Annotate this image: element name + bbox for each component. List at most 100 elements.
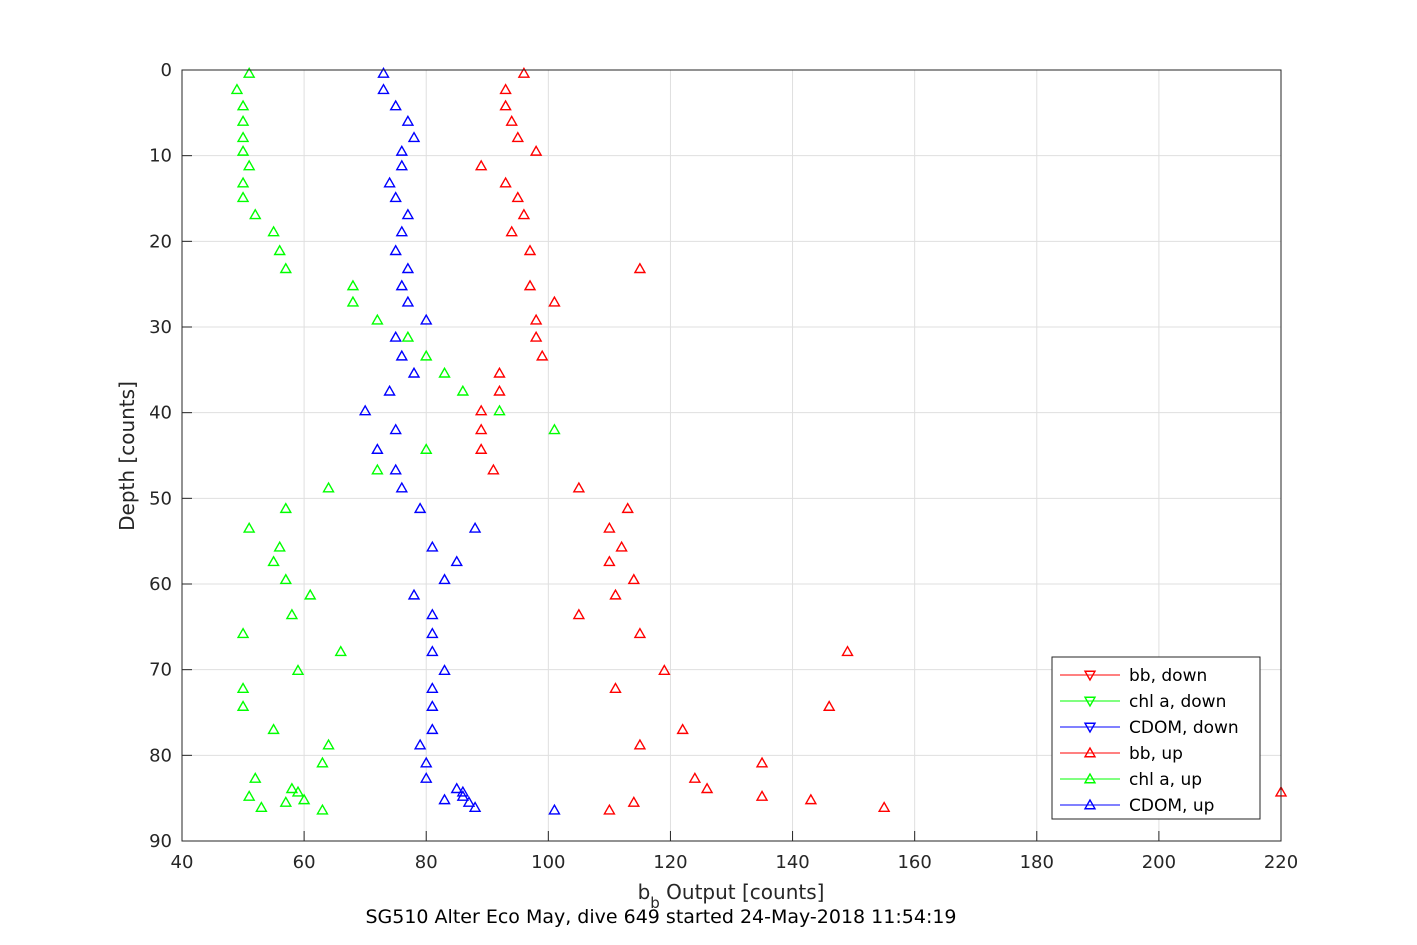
data-point-bb-up [529,313,543,325]
data-markers [230,67,1288,815]
legend-label: bb, up [1129,744,1183,764]
data-point-chl-a-up [456,384,470,396]
data-point-chl-a-up [236,682,250,693]
data-point-bb-up [523,244,537,256]
data-point-chl-a-up [230,83,244,95]
data-point-chl-a-up [548,423,561,435]
data-point-cdom-up [426,627,439,639]
data-point-bb-up [603,803,616,815]
data-point-cdom-up [407,366,421,378]
legend-marker [1083,798,1097,810]
data-point-cdom-up [401,295,415,307]
x-tick-label: 60 [293,852,316,873]
y-tick-label: 60 [149,574,172,595]
data-point-bb-up [505,225,518,237]
data-point-chl-a-up [322,481,335,493]
data-point-bb-up [603,521,616,533]
legend-label: chl a, down [1129,692,1226,712]
data-point-bb-up [841,645,854,657]
legend-marker [1083,722,1097,734]
data-point-bb-up [676,723,689,735]
data-point-chl-a-up [242,159,256,171]
data-point-cdom-up [438,664,451,675]
data-point-chl-a-up [334,645,347,657]
data-point-bb-up [536,349,549,361]
data-point-chl-a-up [236,191,250,203]
data-point-chl-a-up [279,502,293,514]
data-point-cdom-up [389,330,402,342]
x-tick-label: 200 [1142,852,1176,873]
data-point-bb-up [822,700,836,711]
data-point-bb-up [609,682,622,693]
data-point-cdom-up [383,176,396,188]
data-point-bb-up [609,588,622,600]
data-point-bb-up [474,423,488,435]
axis-ticks: 40 60 80 100 120 140 160 180 200 220 0 10 20 30 40 50 60… [149,60,1298,873]
data-point-cdom-up [413,738,427,750]
data-point-cdom-up [371,443,384,454]
data-point-bb-up [493,366,506,378]
data-point-chl-a-up [236,176,250,188]
legend-marker [1083,746,1097,758]
data-point-chl-a-up [236,114,250,126]
y-tick-label: 30 [149,317,172,338]
legend-label: chl a, up [1129,770,1202,790]
data-point-cdom-up [389,191,402,203]
y-tick-label: 50 [149,488,172,509]
data-point-chl-a-up [346,295,360,307]
data-point-chl-a-up [242,67,256,78]
data-point-bb-up [517,67,531,78]
data-point-cdom-up [420,756,433,768]
data-point-chl-a-up [236,700,250,711]
x-tick-label: 100 [531,852,565,873]
data-point-chl-a-up [316,756,329,768]
data-point-cdom-up [468,521,482,533]
data-point-chl-a-up [273,244,286,256]
data-point-chl-a-up [371,313,384,325]
data-point-cdom-up [468,801,482,813]
x-tick-label: 40 [171,852,194,873]
data-point-chl-a-up [267,225,280,237]
data-point-bb-up [474,443,488,454]
data-point-cdom-up [450,555,463,567]
data-point-cdom-up [401,208,415,220]
data-point-chl-a-up [346,279,360,291]
data-point-cdom-up [438,573,451,585]
data-point-chl-a-up [371,463,384,475]
data-point-bb-up [523,279,537,291]
data-point-cdom-up [420,772,433,783]
data-point-chl-a-up [285,608,299,620]
x-tick-label: 180 [1020,852,1054,873]
data-point-bb-up [548,295,561,307]
data-point-bb-up [633,627,647,639]
y-tick-label: 0 [161,60,172,81]
data-point-chl-a-up [420,349,433,361]
chart-title: SG510 Alter Eco May, dive 649 started 24… [365,906,956,928]
data-point-cdom-up [438,793,451,805]
data-point-chl-a-up [236,99,250,111]
data-point-cdom-up [548,803,561,815]
data-point-bb-up [499,83,512,95]
legend-box [1051,656,1261,820]
legend-label: bb, down [1129,666,1207,686]
data-point-cdom-up [462,796,476,807]
data-point-chl-a-up [285,782,299,794]
data-point-chl-a-up [267,555,280,567]
data-point-cdom-up [426,540,439,552]
legend-label: CDOM, down [1129,718,1239,738]
y-tick-label: 70 [149,660,172,681]
y-tick-label: 40 [149,403,172,424]
data-point-cdom-up [426,723,439,735]
data-point-bb-up [517,208,531,220]
data-point-chl-a-up [493,404,506,416]
y-tick-label: 10 [149,146,172,167]
x-tick-label: 160 [897,852,931,873]
data-point-cdom-up [450,782,463,794]
data-point-chl-a-up [438,366,451,378]
data-point-bb-up [633,262,647,274]
data-point-bb-up [511,191,525,203]
data-point-chl-a-up [304,588,317,600]
data-point-bb-up [511,131,525,143]
data-point-chl-a-up [291,785,305,797]
data-point-chl-a-up [236,131,250,143]
